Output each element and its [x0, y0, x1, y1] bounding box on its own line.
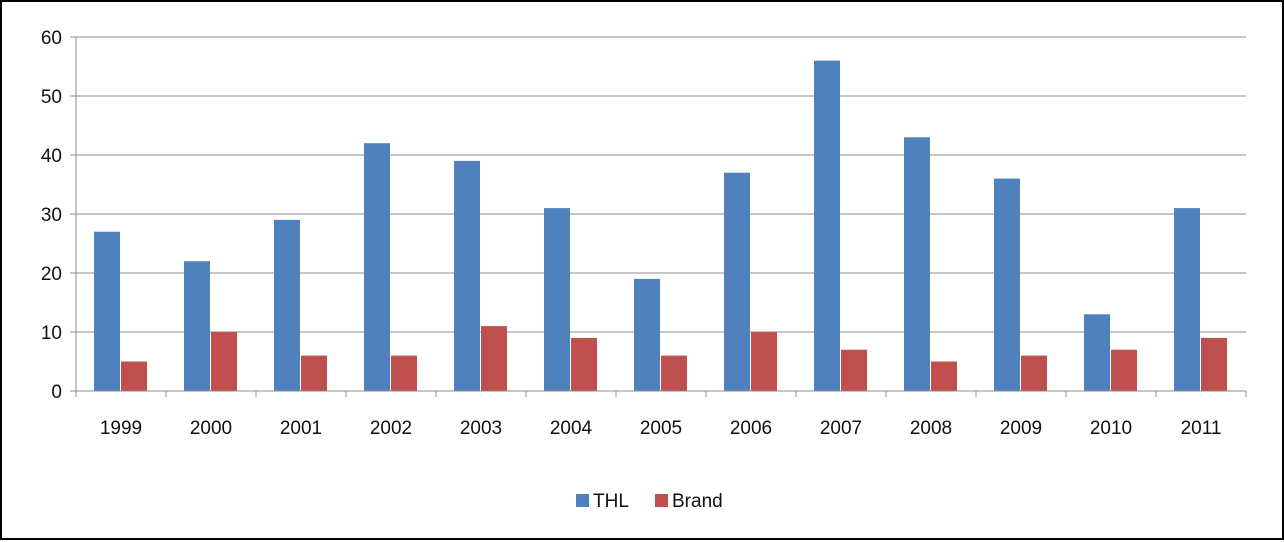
x-tick-label-2006: 2006 [730, 418, 772, 439]
x-tick-label-2000: 2000 [190, 418, 232, 439]
bar-brand-2006 [751, 332, 777, 391]
bars [94, 60, 1227, 391]
bar-thl-2009 [994, 178, 1020, 391]
legend-swatch-thl [576, 494, 589, 507]
legend-label-thl: THL [593, 491, 629, 512]
y-tick-label-50: 50 [41, 87, 62, 108]
bar-thl-1999 [94, 231, 120, 391]
x-tick-label-2002: 2002 [370, 418, 412, 439]
bar-brand-2003 [481, 326, 507, 391]
legend-label-brand: Brand [672, 491, 723, 512]
bar-thl-2001 [274, 219, 300, 391]
bar-thl-2011 [1174, 208, 1200, 391]
y-axis-ticks: 0 10 20 30 40 50 60 [41, 28, 76, 403]
x-tick-label-2007: 2007 [820, 418, 862, 439]
bar-thl-2003 [454, 160, 480, 391]
x-tick-label-2008: 2008 [910, 418, 952, 439]
bar-brand-2007 [841, 349, 867, 391]
x-tick-label-2010: 2010 [1090, 418, 1132, 439]
bar-brand-1999 [121, 361, 147, 391]
bar-thl-2005 [634, 278, 660, 391]
y-tick-label-60: 60 [41, 28, 62, 49]
gridlines [76, 36, 1246, 333]
bar-brand-2002 [391, 355, 417, 391]
x-tick-label-2005: 2005 [640, 418, 682, 439]
bar-thl-2006 [724, 172, 750, 391]
y-tick-label-30: 30 [41, 205, 62, 226]
bar-thl-2004 [544, 208, 570, 391]
x-tick-label-2009: 2009 [1000, 418, 1042, 439]
legend-swatch-brand [655, 494, 668, 507]
bar-brand-2005 [661, 355, 687, 391]
bar-thl-2000 [184, 261, 210, 391]
x-tick-label-2011: 2011 [1181, 418, 1222, 439]
legend: THL Brand [576, 491, 723, 512]
bar-brand-2008 [931, 361, 957, 391]
bar-brand-2000 [211, 332, 237, 391]
bar-brand-2004 [571, 337, 597, 391]
bar-thl-2010 [1084, 314, 1110, 391]
bar-brand-2010 [1111, 349, 1137, 391]
x-tick-label-2004: 2004 [550, 418, 593, 439]
x-tick-label-2001: 2001 [280, 418, 322, 439]
x-tick-label-2003: 2003 [460, 418, 502, 439]
bar-thl-2008 [904, 137, 930, 391]
y-tick-label-20: 20 [41, 264, 62, 285]
bar-brand-2009 [1021, 355, 1047, 391]
bar-thl-2002 [364, 143, 390, 391]
x-axis-ticks: 1999 2000 2001 2002 2003 2004 2005 2006 2007 2008… [75, 391, 1247, 439]
y-tick-label-0: 0 [51, 382, 62, 403]
y-tick-label-40: 40 [41, 146, 62, 167]
bar-brand-2011 [1201, 337, 1227, 391]
bar-brand-2001 [301, 355, 327, 391]
y-tick-label-10: 10 [41, 323, 62, 344]
bar-thl-2007 [814, 60, 840, 391]
axes [75, 37, 1246, 392]
x-tick-label-1999: 1999 [100, 418, 142, 439]
